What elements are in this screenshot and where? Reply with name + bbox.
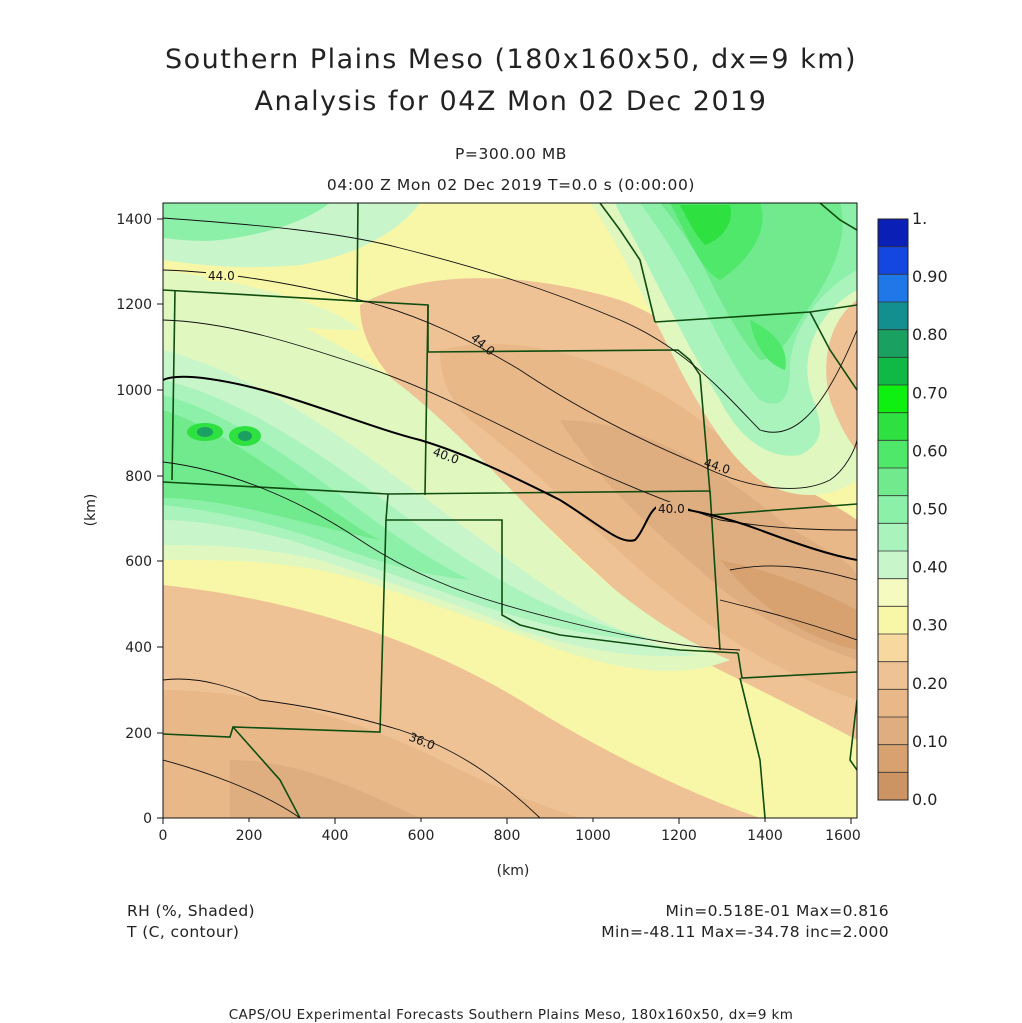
- x-tick-labels: 0 200 400 600 800 1000 1200 1400 1600: [159, 828, 861, 844]
- contour-range-label: Min=-48.11 Max=-34.78 inc=2.000: [601, 923, 889, 941]
- x-tick-label: 600: [408, 828, 435, 844]
- colorbar-swatch: [878, 440, 908, 469]
- colorbar-swatch: [878, 357, 908, 386]
- colorbar-swatch: [878, 412, 908, 441]
- colorbar-label: 0.70: [912, 383, 948, 402]
- colorbar-swatch: [878, 329, 908, 358]
- colorbar-swatch: [878, 578, 908, 607]
- temperature-contours: [163, 217, 857, 818]
- colorbar-label: 1.: [912, 209, 927, 228]
- colorbar-swatch: [878, 661, 908, 690]
- x-tick-label: 1400: [747, 828, 783, 844]
- colorbar-swatch: [878, 246, 908, 275]
- colorbar-label: 0.40: [912, 558, 948, 577]
- map-title-line1: Southern Plains Meso (180x160x50, dx=9 k…: [164, 44, 858, 75]
- colorbar-label: 0.20: [912, 674, 948, 693]
- colorbar: 1. 0.90 0.80 0.70 0.60 0.50 0.40 0.30 0.20 0.10 0.…: [877, 209, 948, 809]
- x-axis-label: (km): [497, 863, 530, 879]
- colorbar-swatch: [878, 495, 908, 524]
- colorbar-label: 0.30: [912, 616, 948, 635]
- contour-label: 40.0: [658, 502, 685, 516]
- colorbar-label: 0.80: [912, 325, 948, 344]
- colorbar-swatch: [878, 606, 908, 635]
- colorbar-swatch: [878, 634, 908, 663]
- x-tick-label: 1000: [575, 828, 611, 844]
- plot-frame: [162, 202, 858, 819]
- colorbar-swatch: [878, 385, 908, 414]
- map-title-line2: Analysis for 04Z Mon 02 Dec 2019: [254, 86, 768, 117]
- shaded-range-label: Min=0.518E-01 Max=0.816: [665, 902, 889, 920]
- contour-variable-label: T (C, contour): [127, 923, 240, 941]
- footer-credit: CAPS/OU Experimental Forecasts Southern …: [228, 1007, 794, 1023]
- colorbar-swatch: [878, 551, 908, 580]
- colorbar-swatch: [878, 219, 908, 248]
- colorbar-frame: [877, 218, 909, 801]
- valid-time: 04:00 Z Mon 02 Dec 2019 T=0.0 s (0:00:00…: [326, 176, 696, 194]
- colorbar-swatch: [878, 302, 908, 331]
- y-tick-label: 1200: [116, 297, 152, 313]
- y-axis-label: (km): [83, 494, 99, 527]
- x-tick-label: 400: [322, 828, 349, 844]
- y-tick-labels: 0 200 400 600 800 1000 1200 1400: [116, 212, 152, 827]
- colorbar-label: 0.10: [912, 732, 948, 751]
- colorbar-label: 0.60: [912, 441, 948, 460]
- colorbar-swatch: [878, 772, 908, 801]
- colorbar-label: 0.0: [912, 790, 937, 809]
- colorbar-swatch: [878, 744, 908, 773]
- y-tick-label: 1400: [116, 212, 152, 228]
- contour-40: [163, 375, 857, 561]
- x-tick-label: 1200: [661, 828, 697, 844]
- y-tick-label: 400: [125, 640, 152, 656]
- y-tick-label: 800: [125, 469, 152, 485]
- y-tick-label: 0: [143, 811, 152, 827]
- colorbar-swatch: [878, 717, 908, 746]
- x-tick-label: 1600: [825, 828, 861, 844]
- colorbar-label: 0.90: [912, 267, 948, 286]
- contour-label: 44.0: [208, 269, 235, 283]
- y-tick-label: 600: [125, 554, 152, 570]
- colorbar-label: 0.50: [912, 500, 948, 519]
- y-tick-label: 200: [125, 726, 152, 742]
- colorbar-swatch: [878, 468, 908, 497]
- colorbar-swatch: [878, 689, 908, 718]
- pressure-level: P=300.00 MB: [454, 145, 568, 163]
- shaded-variable-label: RH (%, Shaded): [127, 902, 256, 920]
- x-tick-label: 0: [159, 828, 168, 844]
- rh-shading: [163, 203, 857, 818]
- colorbar-swatch: [878, 274, 908, 303]
- x-tick-label: 200: [236, 828, 263, 844]
- x-tick-label: 800: [494, 828, 521, 844]
- colorbar-swatch: [878, 523, 908, 552]
- y-tick-label: 1000: [116, 383, 152, 399]
- state-boundaries: [163, 203, 857, 818]
- axis-ticks: [157, 218, 852, 824]
